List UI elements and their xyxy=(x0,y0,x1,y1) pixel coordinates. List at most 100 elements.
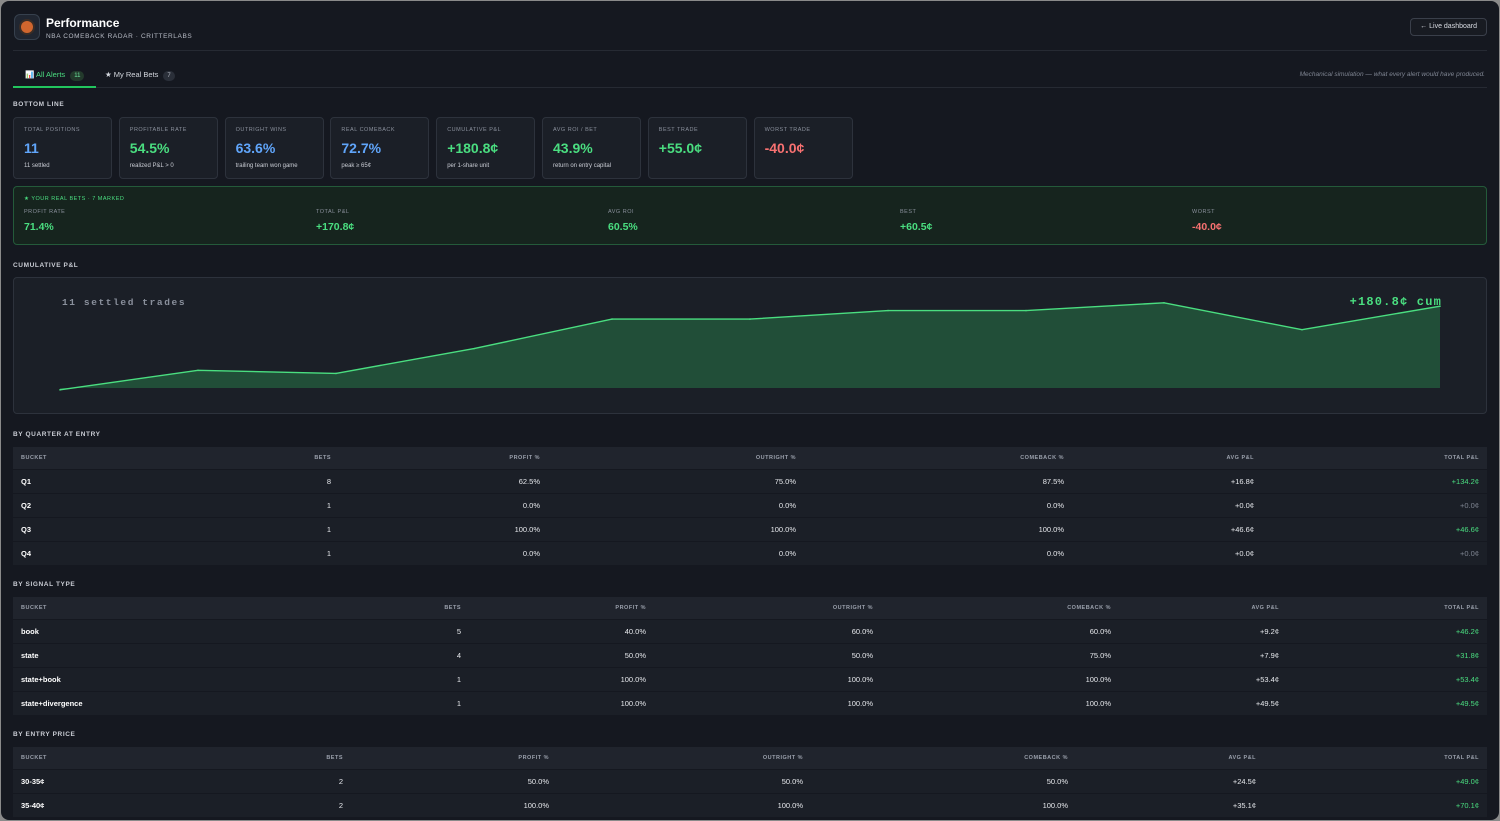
table-cell: 100.0% xyxy=(770,525,796,534)
table-cell: +31.8¢ xyxy=(1455,651,1479,660)
column-header: TOTAL P&L xyxy=(1444,755,1479,761)
cumulative-point xyxy=(1163,302,1165,304)
real-bets-stat-value: +170.8¢ xyxy=(316,221,355,233)
bucket-cell: Q3 xyxy=(21,525,32,534)
bucket-cell: 35-40¢ xyxy=(21,801,45,810)
stat-card-subtext: realized P&L > 0 xyxy=(129,163,174,169)
cumulative-point xyxy=(1439,305,1441,307)
page-header: Performance NBA COMEBACK RADAR · CRITTER… xyxy=(13,11,1487,51)
stat-card-subtext: per 1-share unit xyxy=(447,163,490,169)
table-cell: +46.6¢ xyxy=(1455,525,1479,534)
stat-card-subtext: return on entry capital xyxy=(553,163,612,169)
cumulative-point xyxy=(473,347,475,350)
table-cell: 1 xyxy=(456,699,461,708)
column-header: BETS xyxy=(314,455,331,461)
page-subtitle: NBA COMEBACK RADAR · CRITTERLABS xyxy=(46,33,193,40)
cumulative-pnl-chart: 11 settled trades +180.8¢ cum xyxy=(13,277,1487,414)
column-header: BETS xyxy=(444,605,461,611)
table-cell: 75.0% xyxy=(1089,651,1111,660)
stat-card-value: 43.9% xyxy=(553,140,593,156)
table-row: state+book 1 100.0% 100.0% 100.0% +53.4¢ +53.4… xyxy=(13,667,1487,691)
table-cell: 0.0% xyxy=(1046,501,1064,510)
section-label-by-entry-price: BY ENTRY PRICE xyxy=(13,731,76,738)
cumulative-point xyxy=(749,318,751,320)
table-cell: 100.0% xyxy=(847,699,873,708)
stat-card-subtext: peak ≥ 65¢ xyxy=(341,163,372,169)
real-bets-stat-value: -40.0¢ xyxy=(1192,221,1222,233)
table-cell: 100.0% xyxy=(523,801,549,810)
cumulative-point xyxy=(335,372,337,375)
table-cell: 1 xyxy=(326,525,331,534)
column-header: AVG P&L xyxy=(1228,755,1256,761)
table-cell: +0.0¢ xyxy=(1460,549,1479,558)
table-cell: +9.2¢ xyxy=(1260,627,1279,636)
page-title: Performance xyxy=(46,16,120,30)
table-cell: 5 xyxy=(456,627,461,636)
real-bets-stat-label: WORST xyxy=(1192,209,1215,215)
real-bets-stat-value: +60.5¢ xyxy=(900,221,933,233)
stat-card: TOTAL POSITIONS 11 11 settled xyxy=(13,117,112,179)
column-header: TOTAL P&L xyxy=(1444,455,1479,461)
column-header: PROFIT % xyxy=(518,755,549,761)
table-cell: 100.0% xyxy=(847,675,873,684)
real-bets-stat-value: 60.5% xyxy=(608,221,638,233)
stat-card-label: OUTRIGHT WINS xyxy=(235,127,287,133)
real-bets-stat-label: PROFIT RATE xyxy=(24,209,66,215)
stat-card: REAL COMEBACK 72.7% peak ≥ 65¢ xyxy=(330,117,430,179)
column-header: OUTRIGHT % xyxy=(762,755,803,761)
stat-card-value: 11 xyxy=(24,140,39,156)
stat-card-label: AVG ROI / BET xyxy=(553,127,598,133)
table-cell: 1 xyxy=(326,501,331,510)
column-header: PROFIT % xyxy=(615,605,646,611)
cumulative-point xyxy=(887,309,889,312)
real-bets-stat: AVG ROI 60.5% xyxy=(608,209,638,233)
table-row: Q2 1 0.0% 0.0% 0.0% +0.0¢ +0.0¢ xyxy=(13,493,1487,517)
real-bets-stat: PROFIT RATE 71.4% xyxy=(24,209,65,233)
tab-label: ★ My Real Bets xyxy=(105,70,159,79)
table-cell: 50.0% xyxy=(781,777,803,786)
stat-card-value: +180.8¢ xyxy=(447,140,499,156)
table-cell: 2 xyxy=(338,777,343,786)
stat-card-value: +55.0¢ xyxy=(658,140,703,156)
table-cell: 0.0% xyxy=(778,549,796,558)
table-cell: 60.0% xyxy=(851,627,873,636)
table-cell: 87.5% xyxy=(1042,477,1064,486)
stat-card-label: CUMULATIVE P&L xyxy=(447,127,502,133)
column-header: OUTRIGHT % xyxy=(755,455,796,461)
table-cell: +0.0¢ xyxy=(1235,501,1254,510)
table-by-signal: BUCKET BETS PROFIT % OUTRIGHT % COMEBACK % AV… xyxy=(13,597,1487,715)
stat-card-subtext: trailing team won game xyxy=(235,163,298,169)
live-dashboard-button[interactable]: ← Live dashboard xyxy=(1410,18,1487,36)
settled-trades-label: 11 settled trades xyxy=(62,297,186,308)
bucket-cell: state+book xyxy=(21,675,61,684)
column-header: AVG P&L xyxy=(1226,455,1254,461)
table-row: Q4 1 0.0% 0.0% 0.0% +0.0¢ +0.0¢ xyxy=(13,541,1487,565)
column-header: COMEBACK % xyxy=(1020,455,1064,461)
table-cell: +7.9¢ xyxy=(1260,651,1279,660)
tab-my-real-bets[interactable]: ★ My Real Bets 7 xyxy=(93,61,187,88)
stat-card: PROFITABLE RATE 54.5% realized P&L > 0 xyxy=(118,117,218,179)
bucket-cell: book xyxy=(21,627,39,636)
stat-card-label: TOTAL POSITIONS xyxy=(24,127,80,133)
real-bets-stat-label: AVG ROI xyxy=(608,209,635,215)
section-label-by-quarter: BY QUARTER AT ENTRY xyxy=(13,431,101,438)
table-cell: 100.0% xyxy=(1038,525,1064,534)
cumulative-chart-svg: 11 settled trades +180.8¢ cum xyxy=(59,295,1441,391)
tab-all-alerts[interactable]: 📊 All Alerts 11 xyxy=(13,61,97,88)
column-header: COMEBACK % xyxy=(1024,755,1068,761)
table-header-row: BUCKET BETS PROFIT % OUTRIGHT % COMEBACK % AV… xyxy=(13,447,1487,469)
table-cell: +49.0¢ xyxy=(1455,777,1479,786)
table-cell: +46.2¢ xyxy=(1455,627,1479,636)
real-bets-stat: BEST +60.5¢ xyxy=(900,209,932,233)
table-cell: +49.5¢ xyxy=(1255,699,1279,708)
table-cell: 0.0% xyxy=(1046,549,1064,558)
bucket-cell: 30-35¢ xyxy=(21,777,45,786)
bucket-cell: state xyxy=(21,651,39,660)
table-row: 35-40¢ 2 100.0% 100.0% 100.0% +35.1¢ +70.1¢ xyxy=(13,793,1487,817)
table-cell: 75.0% xyxy=(774,477,796,486)
cumulative-point xyxy=(59,389,61,391)
table-cell: 50.0% xyxy=(1046,777,1068,786)
table-cell: +53.4¢ xyxy=(1455,675,1479,684)
stat-card-label: WORST TRADE xyxy=(764,127,811,133)
